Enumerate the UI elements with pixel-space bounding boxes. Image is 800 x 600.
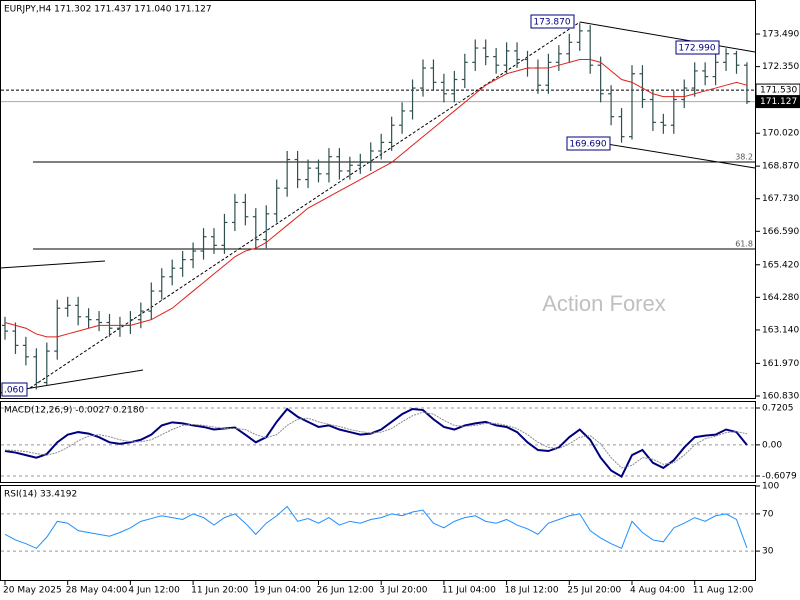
rsi-title: RSI(14) 33.4192 — [4, 490, 77, 500]
indicator-line — [4, 505, 748, 549]
x-tick-label: 28 May 04:00 — [66, 586, 128, 596]
y-tick-label: 172.350 — [762, 62, 799, 72]
y-tick-label: 170.020 — [762, 129, 799, 139]
y-tick-label: 30 — [762, 547, 774, 557]
price-label: 171.127 — [760, 97, 797, 107]
annotation-box — [566, 136, 611, 151]
y-tick-label: 163.140 — [762, 325, 799, 335]
macd-panel — [0, 401, 756, 483]
x-tick-label: 20 May 2025 — [3, 586, 62, 596]
annotation-box — [1, 382, 28, 397]
y-tick-label: -0.6079 — [762, 472, 797, 482]
x-tick-label: 11 Aug 12:00 — [693, 586, 754, 596]
watermark: Action Forex — [542, 291, 666, 316]
x-tick-label: 25 Jul 20:00 — [567, 586, 621, 596]
price-label-box — [755, 95, 800, 109]
annotation: 169.690 — [569, 140, 606, 150]
y-tick-label: 168.870 — [762, 162, 799, 172]
channel-line — [579, 21, 756, 53]
y-tick-label: 161.970 — [762, 359, 799, 369]
channel-line — [0, 260, 106, 269]
x-tick-label: 26 Jun 12:00 — [317, 586, 374, 596]
x-tick-label: 18 Jul 12:00 — [505, 586, 559, 596]
price-label: 171.530 — [760, 86, 797, 96]
annotation: .060 — [4, 386, 24, 396]
x-tick-label: 4 Jun 12:00 — [128, 586, 180, 596]
annotation-box — [530, 14, 575, 29]
indicator-line — [4, 407, 748, 479]
y-tick-label: 0.00 — [762, 440, 782, 450]
macd-title: MACD(12,26,9) -0.0027 0.2180 — [4, 406, 145, 416]
rsi-panel — [0, 485, 756, 581]
y-tick-label: 70 — [762, 509, 774, 519]
x-tick-label: 11 Jul 04:00 — [442, 586, 496, 596]
x-tick-label: 19 Jun 04:00 — [254, 586, 311, 596]
annotation-box — [675, 40, 720, 55]
trend-line — [29, 21, 581, 389]
y-tick-label: 100 — [762, 482, 779, 492]
y-tick-label: 164.280 — [762, 293, 799, 303]
y-tick-label: 0.7205 — [762, 403, 794, 413]
y-tick-label: 160.830 — [762, 391, 799, 401]
x-tick-label: 11 Jun 20:00 — [191, 586, 248, 596]
y-tick-label: 167.730 — [762, 194, 799, 204]
fib-label: 38.2 — [735, 153, 753, 162]
annotation: 173.870 — [533, 18, 570, 28]
moving-average — [4, 58, 748, 338]
fib-label: 61.8 — [735, 240, 753, 249]
marks: 173.490 172.350 170.020 168.870 167.730 166.5… — [1, 23, 800, 596]
x-tick-label: 4 Aug 04:00 — [630, 586, 685, 596]
chart-title: EURJPY,H4 171.302 171.437 171.040 171.12… — [4, 5, 212, 15]
main-panel — [0, 0, 756, 399]
indicator-line — [4, 411, 748, 469]
annotation: 172.990 — [678, 44, 715, 54]
y-tick-label: 173.490 — [762, 30, 799, 40]
y-tick-label: 166.590 — [762, 227, 799, 237]
x-tick-label: 3 Jul 20:00 — [379, 586, 428, 596]
y-tick-label: 165.420 — [762, 260, 799, 270]
